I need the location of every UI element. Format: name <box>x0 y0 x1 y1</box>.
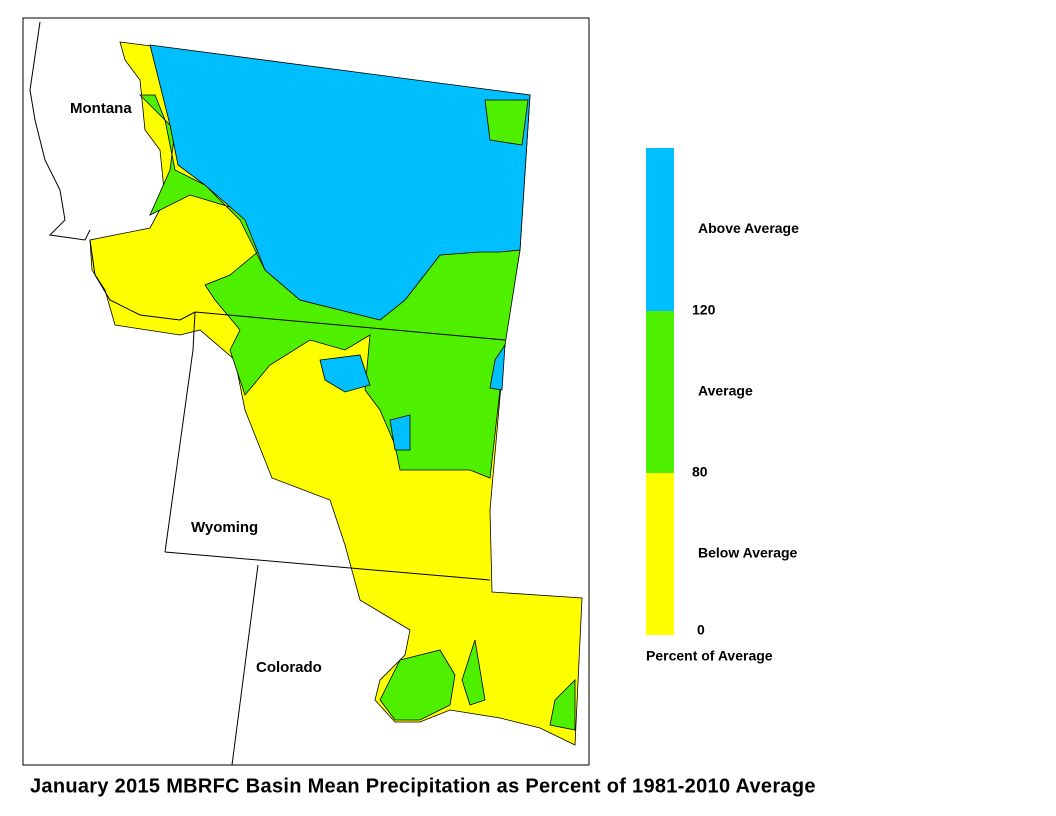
legend-tick-label: 0 <box>697 622 705 638</box>
wyoming-west-border <box>164 311 196 553</box>
legend-swatch <box>646 473 674 635</box>
idaho-montana-border <box>89 239 196 321</box>
state-label: Colorado <box>256 659 322 676</box>
basin-above-average <box>319 354 371 393</box>
basin-average <box>484 99 529 146</box>
state-borders <box>29 21 506 766</box>
legend-title: Percent of Average <box>646 648 773 664</box>
montana-wyoming-border <box>194 311 506 341</box>
legend-label: Below Average <box>698 545 798 561</box>
state-label: Montana <box>70 100 132 117</box>
legend: Below Average Average Above Average 0 80 120 <box>646 148 799 638</box>
basin-average <box>549 679 576 731</box>
basin-above-average <box>389 414 411 451</box>
basin-above-average <box>149 44 531 321</box>
colorado-west-border <box>231 564 259 766</box>
basin-above-average <box>489 343 506 391</box>
basin-average <box>461 639 486 706</box>
basin-areas <box>89 41 583 746</box>
montana-border <box>29 21 91 241</box>
state-label: Wyoming <box>191 519 258 536</box>
caption: January 2015 MBRFC Basin Mean Precipitat… <box>30 775 816 797</box>
legend-swatch <box>646 311 674 473</box>
wyoming-colorado-border <box>164 551 491 581</box>
legend-label: Above Average <box>698 220 799 236</box>
legend-tick-label: 80 <box>692 464 708 480</box>
legend-swatch <box>646 148 674 311</box>
legend-tick-label: 120 <box>692 302 716 318</box>
legend-label: Average <box>698 383 753 399</box>
basin-average <box>379 649 456 721</box>
